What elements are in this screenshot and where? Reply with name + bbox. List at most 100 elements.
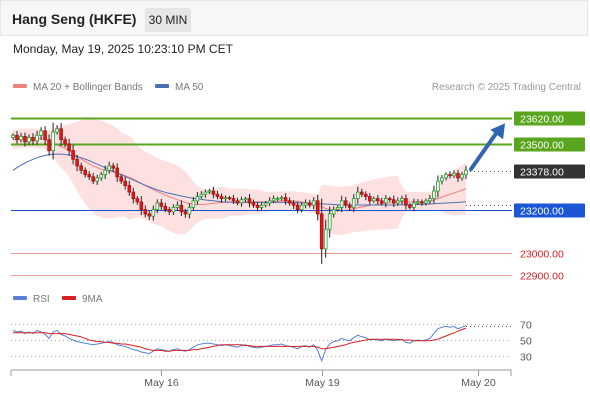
candle-body (440, 177, 444, 182)
candle-body (107, 165, 112, 171)
candle-body (219, 196, 224, 200)
candle-body (71, 150, 75, 160)
candle-body (279, 197, 284, 200)
x-tick-label: May 19 (305, 377, 340, 389)
minor-support-label-22900: 22900.00 (520, 271, 564, 283)
candle-body (187, 206, 192, 215)
candle-body (448, 174, 452, 177)
candle-body (119, 176, 124, 182)
candle-body (195, 196, 200, 202)
candle-body (23, 135, 27, 143)
candle-body (323, 228, 328, 250)
bollinger-band-area (13, 118, 466, 235)
ma20-legend-swatch (13, 84, 27, 88)
candle-body (63, 139, 67, 145)
candle-body (259, 204, 264, 208)
candle-body (211, 190, 216, 195)
rsi-panel: 70 50 30 (11, 320, 532, 364)
candle-body (283, 197, 288, 202)
timeframe-badge[interactable]: 30 MIN (145, 8, 191, 32)
bollinger-band (13, 118, 466, 235)
candle-body (420, 201, 424, 204)
research-credit: Research © 2025 Trading Central (432, 82, 581, 93)
instrument-title: Hang Seng (HKFE) (12, 11, 137, 27)
candle-body (371, 198, 376, 202)
current-price-label-box (514, 164, 585, 179)
candle-body (464, 169, 468, 176)
candle-body (143, 209, 148, 215)
ma50-legend-label: MA 50 (175, 82, 204, 93)
candle-body (35, 134, 39, 142)
current-price-label: 23378.00 (520, 167, 564, 179)
candle-body (55, 128, 59, 133)
candle-body (391, 199, 396, 204)
candle-body (404, 198, 408, 206)
candle-body (171, 206, 176, 213)
candle-body (408, 204, 412, 208)
forecast-arrow-shaft (469, 127, 501, 172)
candle-body (311, 200, 316, 206)
candle-body (47, 139, 51, 151)
candle-body (203, 191, 208, 195)
candle-body (267, 200, 272, 204)
rsi-line (12, 325, 467, 363)
candle-body (167, 209, 172, 213)
candle-body (223, 197, 228, 200)
ma9-legend-swatch (62, 296, 76, 300)
candle-body (235, 200, 240, 204)
candle-body (327, 213, 332, 230)
ma50-legend-swatch (155, 84, 169, 88)
candle-body (115, 167, 120, 178)
price-level-labels: 23620.00 23500.00 23378.00 23200.00 23000.00… (514, 111, 585, 283)
candle-body (383, 198, 388, 204)
candle-body (255, 204, 260, 208)
forecast-arrow-head (490, 123, 505, 140)
candle-body (343, 200, 348, 206)
x-tick-label: May 20 (461, 377, 496, 389)
candle-body (424, 200, 428, 204)
candle-body (103, 169, 108, 176)
candle-body (335, 206, 340, 210)
candle-body (159, 202, 164, 207)
candle-body (243, 198, 248, 201)
candle-body (295, 204, 300, 210)
candle-body (59, 128, 63, 141)
candle-body (351, 198, 356, 208)
candle-body (247, 198, 252, 204)
candle-body (271, 198, 276, 202)
candle-body (287, 200, 292, 204)
candle-body (183, 211, 188, 215)
rsi-legend-swatch (13, 296, 27, 300)
candle-body (155, 202, 160, 210)
x-axis-ticks: May 16 May 19 May 20 (144, 370, 496, 389)
rsi-tick-label-50: 50 (520, 336, 532, 348)
ma9-legend-label: 9MA (82, 294, 103, 305)
candle-body (428, 198, 432, 202)
candle-body (303, 202, 308, 206)
candle-body (179, 204, 184, 213)
candle-body (363, 193, 368, 197)
candle-body (67, 143, 71, 151)
candle-body (19, 135, 23, 141)
candle-body (359, 191, 364, 195)
candle-body (227, 197, 232, 200)
candlesticks (11, 122, 468, 264)
candle-body (452, 173, 456, 177)
candle-body (436, 180, 440, 192)
rsi-legend-label: RSI (33, 294, 50, 305)
candle-body (83, 169, 88, 176)
candle-body (307, 202, 312, 206)
candle-body (231, 198, 236, 202)
candle-body (131, 191, 136, 200)
rsi-tick-label-30: 30 (520, 352, 532, 364)
candle-body (331, 209, 336, 215)
candle-body (347, 204, 352, 208)
candle-body (191, 200, 196, 208)
candle-body (31, 137, 35, 142)
candle-body (339, 200, 344, 208)
candle-body (151, 209, 156, 217)
resistance-label-box-23500 (514, 137, 585, 152)
candle-body (91, 176, 96, 182)
resistance-label-23620: 23620.00 (520, 114, 564, 126)
candle-body (199, 193, 204, 197)
